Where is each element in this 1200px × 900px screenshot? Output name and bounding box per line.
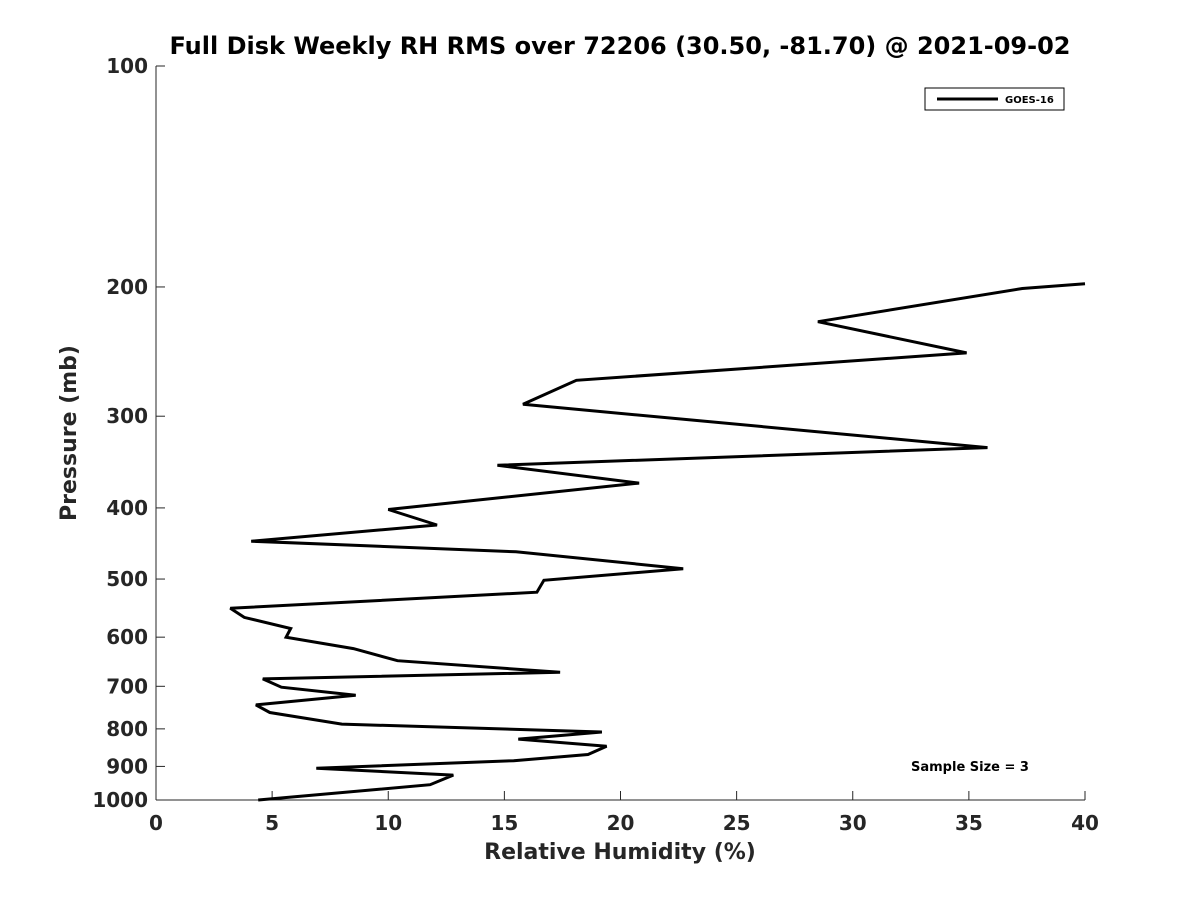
y-tick-label: 600 (106, 625, 148, 649)
y-tick-label: 400 (106, 496, 148, 520)
x-tick-label: 5 (265, 811, 279, 835)
series-line-goes-16 (229, 282, 1086, 802)
y-tick-label: 800 (106, 717, 148, 741)
y-tick-label: 500 (106, 567, 148, 591)
chart-title: Full Disk Weekly RH RMS over 72206 (30.5… (169, 32, 1070, 60)
x-tick-label: 40 (1071, 811, 1099, 835)
x-tick-label: 25 (723, 811, 751, 835)
x-axis-label: Relative Humidity (%) (484, 840, 756, 865)
sample-size-note: Sample Size = 3 (911, 760, 1029, 775)
legend-label-goes-16: GOES-16 (1005, 95, 1054, 106)
legend: GOES-16 (924, 87, 1065, 111)
y-axis-label: Pressure (mb) (57, 345, 82, 521)
y-tick-label: 300 (106, 404, 148, 428)
x-axis-ticks: 0 5 10 15 20 25 30 35 40 (149, 791, 1099, 835)
y-tick-label: 900 (106, 754, 148, 778)
x-tick-label: 20 (607, 811, 635, 835)
series-layer (229, 282, 1086, 802)
y-tick-label: 700 (106, 674, 148, 698)
y-tick-label: 1000 (92, 788, 148, 812)
x-tick-label: 30 (839, 811, 867, 835)
y-tick-label: 200 (106, 275, 148, 299)
x-tick-label: 35 (955, 811, 983, 835)
y-tick-label: 100 (106, 54, 148, 78)
x-tick-label: 15 (490, 811, 518, 835)
y-axis-ticks: 100 200 300 400 500 600 700 800 900 1000 (92, 54, 165, 812)
x-tick-label: 0 (149, 811, 163, 835)
x-tick-label: 10 (374, 811, 402, 835)
